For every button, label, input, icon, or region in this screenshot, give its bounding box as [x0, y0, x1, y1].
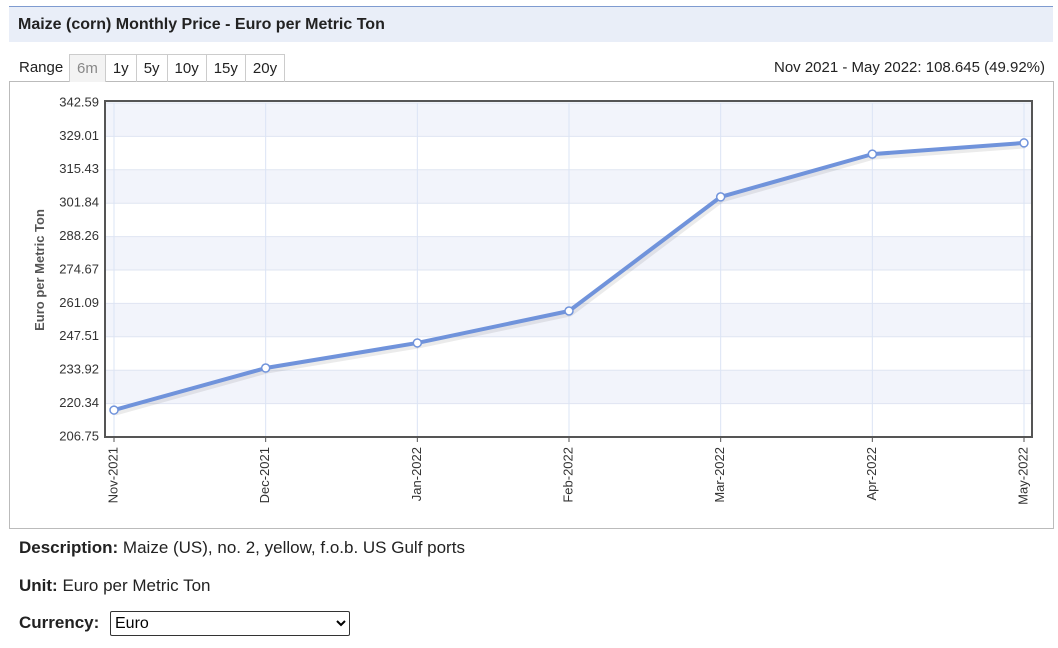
range-button[interactable]: 15y	[207, 55, 246, 82]
header-bar: Maize (corn) Monthly Price - Euro per Me…	[9, 6, 1053, 42]
x-tick-label: Nov-2021	[105, 447, 120, 503]
page-title: Maize (corn) Monthly Price - Euro per Me…	[18, 16, 385, 33]
currency-select[interactable]: Euro	[110, 611, 350, 636]
y-tick-label: 206.75	[59, 428, 99, 443]
y-tick-label: 329.01	[59, 128, 99, 143]
description-label: Description:	[19, 538, 119, 557]
description-row: Description: Maize (US), no. 2, yellow, …	[19, 538, 465, 558]
y-tick-label: 288.26	[59, 228, 99, 243]
range-button[interactable]: 6m	[70, 55, 106, 82]
range-summary: Nov 2021 - May 2022: 108.645 (49.92%)	[773, 59, 1045, 76]
y-tick-label: 220.34	[59, 395, 99, 410]
y-tick-label: 274.67	[59, 261, 99, 276]
y-tick-label: 261.09	[59, 295, 99, 310]
chart: Euro per Metric Ton 206.75 220.34 233.92 24…	[9, 81, 1054, 529]
x-tick-label: Feb-2022	[560, 447, 575, 503]
y-tick-label: 342.59	[59, 94, 99, 109]
data-point	[715, 192, 726, 202]
plot-border	[104, 100, 1033, 438]
data-point	[260, 363, 271, 373]
unit-row: Unit: Euro per Metric Ton	[19, 576, 210, 596]
range-button[interactable]: 20y	[252, 60, 278, 77]
x-tick-label: Mar-2022	[712, 447, 727, 503]
data-point	[1019, 138, 1029, 148]
y-tick-label: 233.92	[59, 362, 99, 377]
data-point	[564, 306, 574, 316]
description: Maize (US), no. 2, yellow, f.o.b. US Gul…	[122, 538, 465, 557]
range-button[interactable]: 1y	[106, 55, 137, 82]
y-tick-label: 315.43	[59, 161, 99, 176]
y-axis-label: Euro per Metric Ton	[32, 209, 47, 331]
y-tick-label: 301.84	[59, 195, 99, 210]
data-point	[867, 149, 878, 159]
unit: Euro per Metric Ton	[62, 576, 211, 595]
currency-label: Currency:	[19, 613, 100, 632]
x-tick-label: May-2022	[1015, 447, 1030, 505]
unit-label: Unit:	[19, 576, 58, 595]
range-button[interactable]: 5y	[137, 55, 168, 82]
currency-row: Currency:	[19, 613, 99, 633]
x-tick-label: Apr-2022	[864, 447, 879, 500]
x-tick-label: Jan-2022	[409, 447, 424, 501]
range-label: Range	[19, 59, 64, 76]
y-tick-label: 247.51	[59, 328, 99, 343]
data-point	[109, 405, 119, 415]
range-button[interactable]: 10y	[168, 55, 207, 82]
x-tick-label: Dec-2021	[257, 447, 272, 503]
range-buttons: 6m 1y 5y 10y 15y 20y	[69, 54, 286, 82]
data-point	[412, 338, 423, 348]
